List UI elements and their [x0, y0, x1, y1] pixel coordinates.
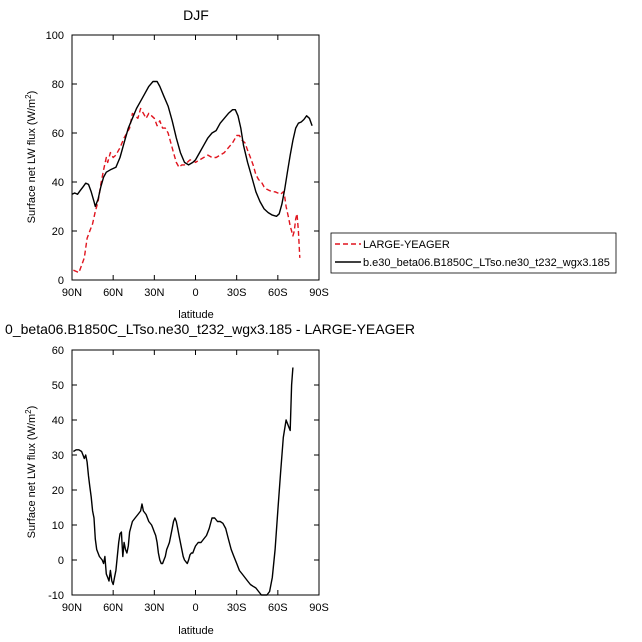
bottom-chart-frame [71, 349, 320, 596]
bottom-chart-y-axis: -10 0 10 20 30 40 50 60 [48, 345, 319, 602]
top-chart-x-axis-label: latitude [178, 309, 213, 321]
bottom-chart-x-axis: 90N 60N 30N 0 30S 60S 90S [62, 350, 329, 614]
bottom-chart-y-tick-label: 30 [52, 450, 64, 462]
bottom-chart-x-tick-label: 60S [268, 602, 288, 614]
top-chart-series [71, 80, 313, 274]
bottom-chart-y-tick-label: 10 [52, 520, 64, 532]
top-chart-x-axis: 90N 60N 30N 0 30S 60S 90S [62, 35, 329, 299]
legend: LARGE-YEAGER b.e30_beta06.B1850C_LTso.ne… [330, 232, 617, 274]
bottom-chart: 0_beta06.B1850C_LTso.ne30_t232_wgx3.185 … [5, 321, 415, 637]
top-chart-y-tick-label: 20 [52, 226, 64, 238]
bottom-chart-series [73, 367, 294, 596]
bottom-chart-y-tick-label: 40 [52, 415, 64, 427]
top-chart-x-tick-label: 30N [144, 287, 164, 299]
top-chart-y-tick-label: 100 [46, 30, 64, 42]
bottom-chart-y-tick-label: 60 [52, 345, 64, 357]
top-chart-y-tick-label: 40 [52, 177, 64, 189]
bottom-chart-x-tick-label: 30N [144, 602, 164, 614]
top-chart-x-tick-label: 60N [103, 287, 123, 299]
bottom-chart-series-line-0 [73, 367, 294, 596]
top-chart-frame [71, 34, 320, 281]
top-chart: DJF 0 20 40 60 80 100 90N 60N 30N 0 30S 60S 90S lat… [24, 7, 329, 321]
bottom-chart-y-tick-label: -10 [48, 590, 64, 602]
top-chart-y-tick-label: 60 [52, 128, 64, 140]
bottom-chart-x-tick-label: 60N [103, 602, 123, 614]
top-chart-x-tick-label: 90N [62, 287, 82, 299]
bottom-chart-y-tick-label: 0 [58, 555, 64, 567]
top-chart-y-tick-label: 80 [52, 79, 64, 91]
bottom-chart-x-tick-label: 90S [309, 602, 329, 614]
top-chart-title: DJF [183, 7, 209, 23]
legend-box [330, 232, 617, 274]
bottom-chart-x-tick-label: 30S [227, 602, 247, 614]
bottom-chart-y-tick-label: 50 [52, 380, 64, 392]
top-chart-x-tick-label: 90S [309, 287, 329, 299]
top-chart-x-tick-label: 0 [192, 287, 198, 299]
bottom-chart-x-axis-label: latitude [178, 625, 213, 637]
top-chart-y-axis: 0 20 40 60 80 100 [46, 30, 319, 287]
legend-label-large-yeager: LARGE-YEAGER [363, 239, 450, 251]
top-chart-y-tick-label: 0 [58, 275, 64, 287]
top-chart-series-line-1 [71, 80, 313, 217]
top-chart-series-line-0 [73, 107, 301, 274]
top-chart-y-axis-label: Surface net LW flux (W/m2) [24, 91, 38, 224]
legend-label-model: b.e30_beta06.B1850C_LTso.ne30_t232_wgx3.… [363, 257, 610, 269]
bottom-chart-x-tick-label: 0 [192, 602, 198, 614]
bottom-chart-y-axis-label: Surface net LW flux (W/m2) [24, 406, 38, 539]
bottom-chart-x-tick-label: 90N [62, 602, 82, 614]
top-chart-x-tick-label: 60S [268, 287, 288, 299]
bottom-chart-title: 0_beta06.B1850C_LTso.ne30_t232_wgx3.185 … [5, 321, 415, 337]
bottom-chart-y-tick-label: 20 [52, 485, 64, 497]
top-chart-x-tick-label: 30S [227, 287, 247, 299]
